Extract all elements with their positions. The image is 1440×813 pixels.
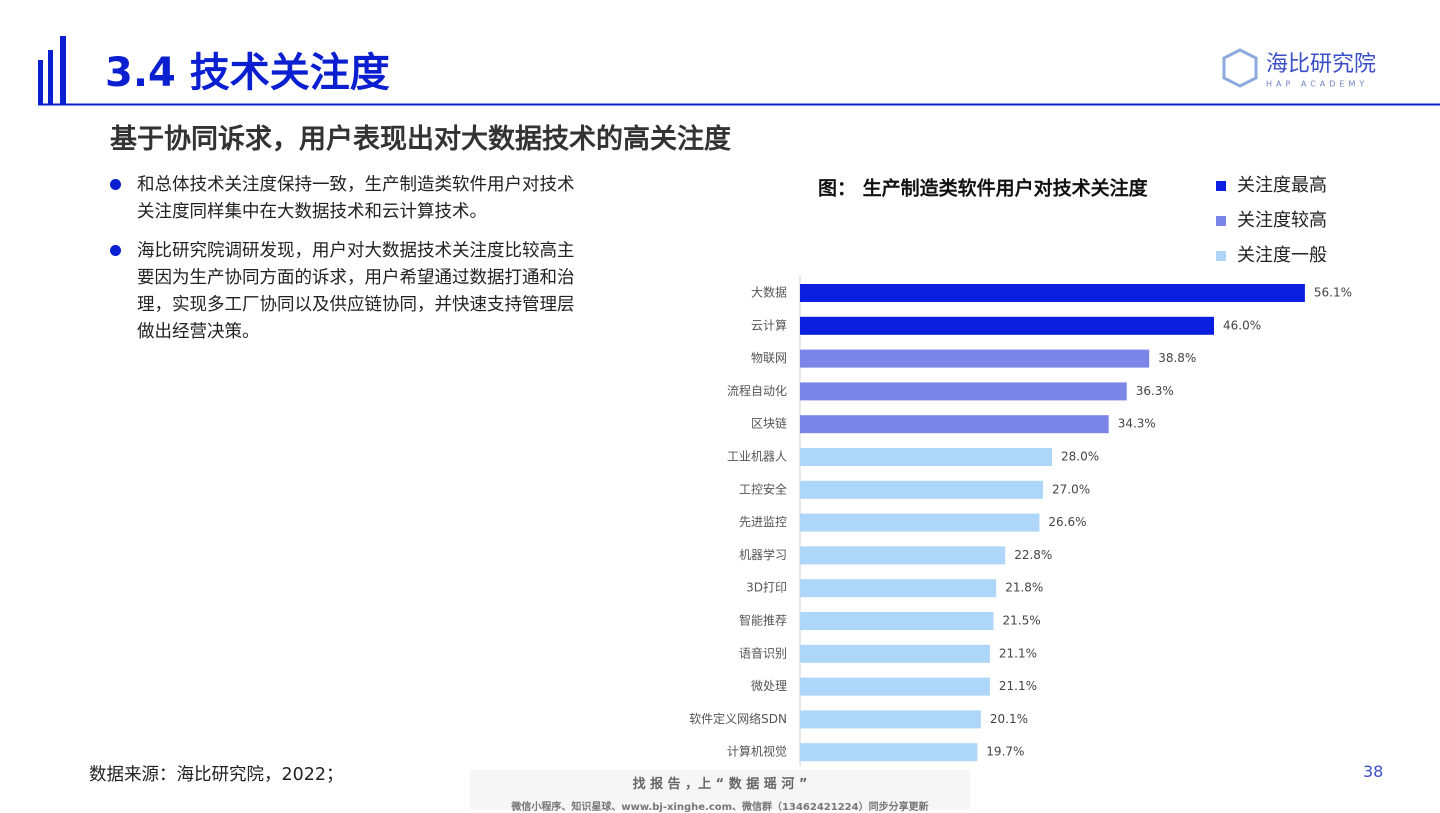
watermark-line: 微信小程序、知识星球、www.bj-xinghe.com、微信群（1346242…	[511, 802, 929, 813]
bar	[800, 579, 997, 598]
value-label: 21.8%	[1005, 581, 1043, 595]
y-tick-label: 物联网	[751, 351, 787, 365]
y-tick-label: 智能推荐	[739, 613, 787, 628]
y-tick-label: 工控安全	[739, 481, 787, 496]
logo-name: 海比研究院	[1266, 52, 1376, 77]
legend-label: 关注度较高	[1237, 210, 1327, 231]
value-label: 21.5%	[1003, 614, 1041, 628]
decor	[60, 36, 66, 105]
decor	[48, 50, 53, 105]
y-tick-label: 流程自动化	[727, 383, 787, 398]
y-tick-label: 大数据	[751, 285, 787, 300]
y-tick-label: 机器学习	[739, 547, 787, 562]
bullet: 和总体技术关注度保持一致，生产制造类软件用户对技术关注度同样集中在大数据技术和云…	[110, 172, 580, 226]
value-label: 38.8%	[1158, 351, 1196, 365]
value-label: 46.0%	[1223, 318, 1261, 332]
value-label: 36.3%	[1136, 384, 1174, 398]
legend-label: 关注度一般	[1237, 245, 1327, 266]
bullet: 海比研究院调研发现，用户对大数据技术关注度比较高主要因为生产协同方面的诉求，用户…	[110, 238, 580, 346]
legend-swatch	[1216, 251, 1226, 261]
bar	[800, 448, 1052, 466]
watermark-line: 找 报 告 ，上 “ 数 据 瑶 河 ”	[632, 777, 808, 792]
bar	[800, 284, 1305, 302]
y-tick-label: 云计算	[751, 317, 787, 332]
value-label: 22.8%	[1014, 548, 1052, 562]
bar	[800, 415, 1109, 434]
slide-title: 3.4 技术关注度	[105, 50, 390, 96]
bar	[800, 710, 981, 729]
decor	[38, 60, 43, 105]
heading: 基于协同诉求，用户表现出对大数据技术的高关注度	[110, 124, 731, 155]
bullet-list: 和总体技术关注度保持一致，生产制造类软件用户对技术关注度同样集中在大数据技术和云…	[110, 172, 580, 346]
bar	[800, 644, 990, 663]
bar	[800, 513, 1040, 532]
legend-label: 关注度最高	[1237, 175, 1327, 196]
bar	[800, 546, 1006, 565]
value-label: 26.6%	[1048, 515, 1086, 529]
value-label: 27.0%	[1052, 482, 1090, 496]
value-label: 21.1%	[999, 679, 1037, 693]
logo-icon	[1222, 48, 1258, 88]
y-tick-label: 工业机器人	[727, 450, 787, 464]
chart-title: 图： 生产制造类软件用户对技术关注度	[818, 177, 1149, 200]
source: 数据来源：海比研究院，2022；	[89, 765, 344, 785]
y-tick-label: 语音识别	[739, 645, 787, 660]
value-label: 20.1%	[990, 712, 1028, 726]
bar	[800, 316, 1214, 335]
bullet-text: 和总体技术关注度保持一致，生产制造类软件用户对技术关注度同样集中在大数据技术和云…	[137, 175, 575, 222]
y-tick-label: 3D打印	[746, 581, 787, 595]
value-label: 34.3%	[1118, 417, 1156, 431]
legend-swatch	[1216, 216, 1226, 226]
y-tick-label: 区块链	[751, 416, 787, 431]
y-tick-label: 计算机视觉	[727, 744, 787, 759]
y-tick-label: 软件定义网络SDN	[689, 711, 787, 726]
watermark: 找 报 告 ，上 “ 数 据 瑶 河 ” 微信小程序、知识星球、www.bj-x…	[470, 770, 970, 813]
bar	[800, 382, 1127, 401]
y-tick-label: 微处理	[751, 679, 787, 693]
bar	[800, 349, 1150, 368]
bar	[800, 677, 990, 696]
bar	[800, 743, 978, 762]
bullet-text: 海比研究院调研发现，用户对大数据技术关注度比较高主要因为生产协同方面的诉求，用户…	[137, 241, 575, 342]
value-label: 21.1%	[999, 646, 1037, 660]
logo-sub: HAP ACADEMY	[1266, 80, 1368, 89]
value-label: 56.1%	[1314, 286, 1352, 300]
page-number: 38	[1363, 762, 1384, 781]
bar	[800, 612, 994, 630]
value-label: 19.7%	[986, 745, 1024, 759]
legend-swatch	[1216, 181, 1226, 191]
value-label: 28.0%	[1061, 450, 1099, 464]
bar	[800, 480, 1043, 499]
y-tick-label: 先进监控	[739, 515, 787, 529]
